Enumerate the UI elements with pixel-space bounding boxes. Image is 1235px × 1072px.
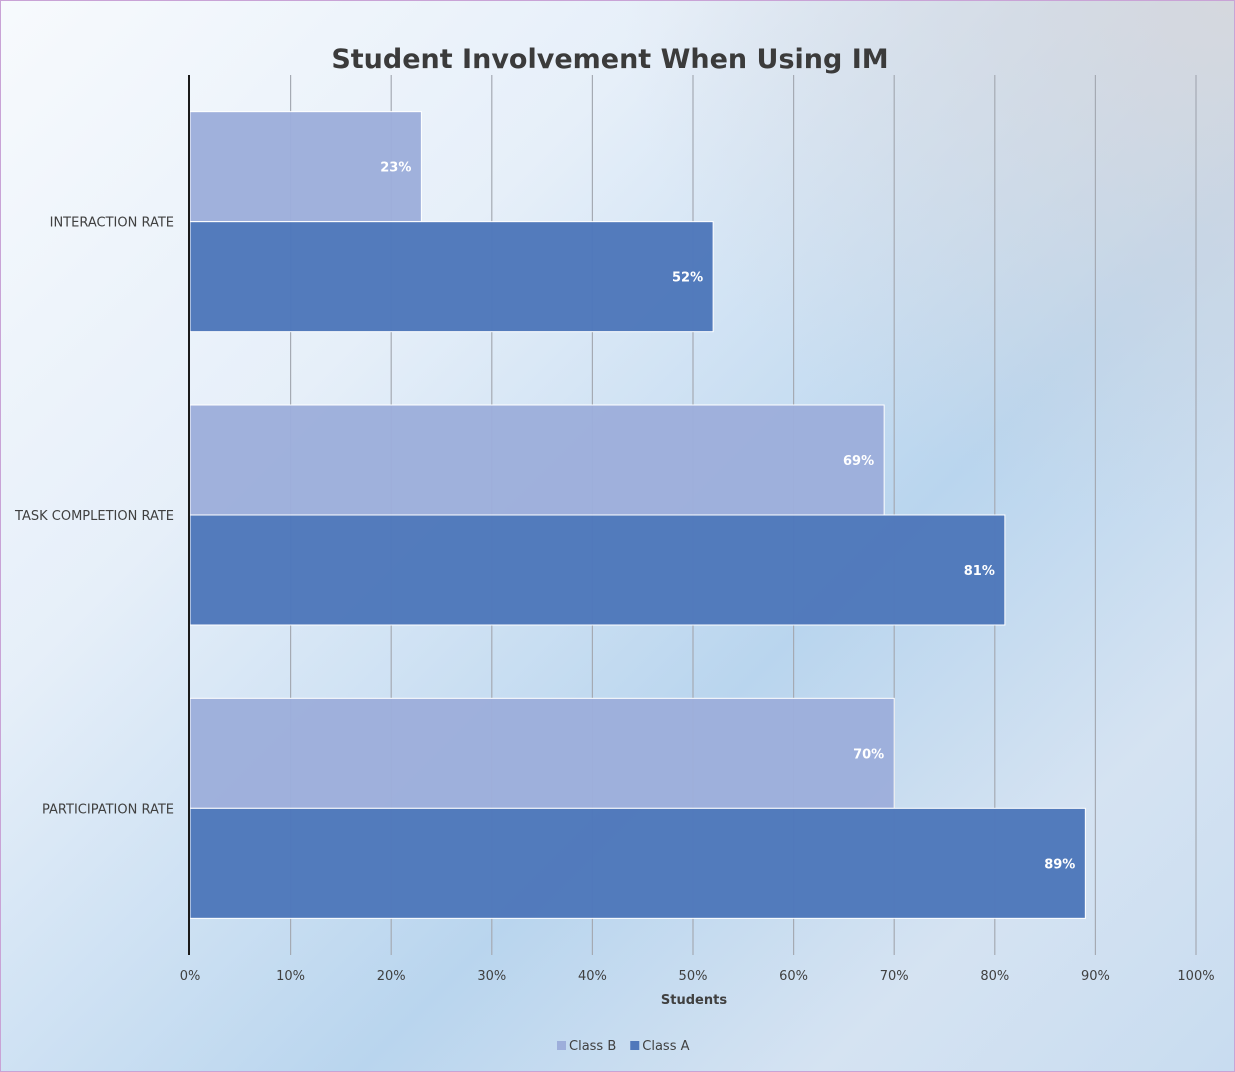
x-axis-title: Students	[661, 993, 727, 1008]
category-label: TASK COMPLETION RATE	[14, 509, 174, 524]
data-label: 23%	[380, 161, 411, 176]
data-labels: 23% 52% 69% 81% 70% 89%	[380, 161, 1075, 873]
data-label: 89%	[1044, 857, 1075, 872]
bar-class-b	[189, 697, 895, 809]
x-tick-label: 10%	[276, 969, 305, 984]
legend: Class B Class A	[557, 1039, 690, 1054]
data-label: 70%	[853, 747, 884, 762]
data-label: 81%	[964, 564, 995, 579]
x-tick-label: 100%	[1177, 969, 1214, 984]
bar-class-b	[189, 111, 422, 223]
bar-class-b	[189, 404, 885, 516]
bar-class-a	[189, 514, 1006, 626]
x-axis-ticks: 0% 10% 20% 30% 40% 50% 60% 70% 80% 90% 100%	[180, 969, 1215, 984]
x-tick-label: 30%	[477, 969, 506, 984]
legend-label: Class A	[642, 1039, 689, 1054]
legend-swatch	[557, 1041, 566, 1050]
x-tick-label: 90%	[1081, 969, 1110, 984]
x-tick-label: 40%	[578, 969, 607, 984]
x-tick-label: 80%	[980, 969, 1009, 984]
legend-swatch	[630, 1041, 640, 1050]
bar-class-a	[189, 807, 1086, 919]
x-tick-label: 50%	[679, 969, 708, 984]
data-label: 69%	[843, 454, 874, 469]
x-tick-label: 20%	[377, 969, 406, 984]
bar-class-a	[189, 221, 714, 333]
x-tick-label: 0%	[180, 969, 201, 984]
x-tick-label: 70%	[880, 969, 909, 984]
category-label: PARTICIPATION RATE	[42, 802, 174, 817]
legend-label: Class B	[569, 1039, 616, 1054]
x-tick-label: 60%	[779, 969, 808, 984]
bars	[189, 111, 1086, 919]
category-labels: INTERACTION RATE TASK COMPLETION RATE PART…	[14, 216, 174, 818]
chart-title: Student Involvement When Using IM	[331, 44, 888, 75]
data-label: 52%	[672, 271, 703, 286]
category-label: INTERACTION RATE	[50, 216, 174, 231]
